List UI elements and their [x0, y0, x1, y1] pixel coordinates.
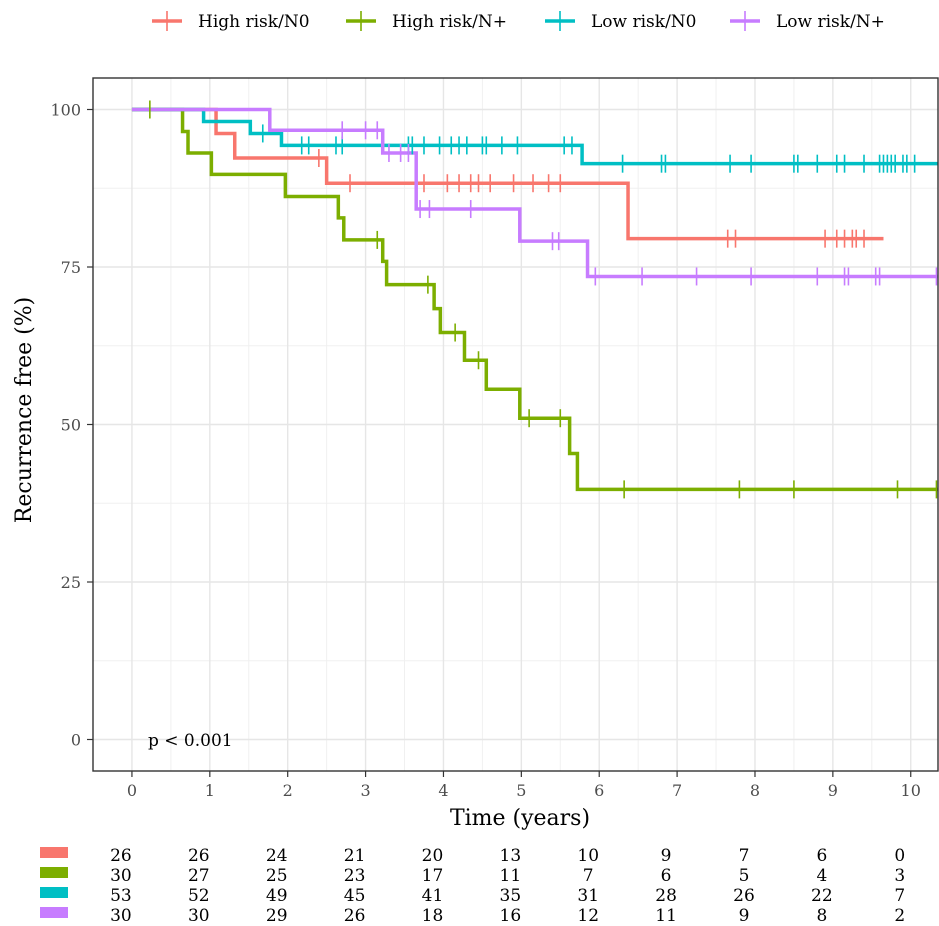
- x-tick-label: 4: [438, 781, 448, 800]
- x-axis-title: Time (years): [450, 806, 590, 831]
- x-tick-label: 1: [205, 781, 215, 800]
- risk-table: 26 26 24 21 20 13 10 9 7 6 030 27 25 23 17 11 7 6 5 4 353 52 4…: [40, 846, 905, 926]
- risk-value: 45: [344, 886, 366, 906]
- km-curve-3: [131, 107, 938, 166]
- risk-row-color: [40, 847, 68, 858]
- risk-row-color: [40, 907, 68, 918]
- risk-value: 17: [422, 866, 444, 886]
- risk-value: 28: [655, 886, 677, 906]
- risk-value: 7: [739, 846, 750, 866]
- risk-value: 4: [816, 866, 827, 886]
- risk-value: 20: [422, 846, 444, 866]
- x-tick-label: 0: [127, 781, 137, 800]
- risk-value: 30: [188, 906, 210, 926]
- x-tick-label: 3: [360, 781, 370, 800]
- risk-value: 16: [500, 906, 522, 926]
- y-tick-label: 75: [61, 258, 81, 277]
- y-axis-title: Recurrence free (%): [12, 297, 37, 523]
- km-curve-2: [131, 107, 938, 492]
- risk-value: 7: [583, 866, 594, 886]
- legend-label: High risk/N+: [392, 12, 507, 32]
- km-curve-4: [131, 107, 938, 279]
- risk-value: 26: [188, 846, 210, 866]
- risk-value: 41: [422, 886, 444, 906]
- risk-value: 8: [816, 906, 827, 926]
- risk-value: 26: [344, 906, 366, 926]
- risk-value: 11: [500, 866, 522, 886]
- legend: High risk/N0 High risk/N+ Low risk/N0 Low r…: [152, 11, 885, 32]
- risk-value: 27: [188, 866, 210, 886]
- legend-label: Low risk/N0: [591, 12, 697, 32]
- risk-value: 12: [577, 906, 599, 926]
- plot-panel: [93, 78, 938, 771]
- risk-value: 23: [344, 866, 366, 886]
- risk-value: 10: [577, 846, 599, 866]
- annotation-group: p < 0.001: [148, 731, 233, 751]
- x-tick-label: 8: [750, 781, 760, 800]
- risk-value: 3: [894, 866, 905, 886]
- risk-value: 11: [655, 906, 677, 926]
- y-tick-label: 25: [61, 573, 81, 592]
- risk-value: 26: [733, 886, 755, 906]
- risk-value: 30: [110, 906, 132, 926]
- risk-value: 22: [811, 886, 833, 906]
- risk-value: 6: [661, 866, 672, 886]
- risk-value: 9: [739, 906, 750, 926]
- risk-row-color: [40, 887, 68, 898]
- x-tick-label: 2: [283, 781, 293, 800]
- risk-value: 26: [110, 846, 132, 866]
- y-tick-label: 0: [71, 731, 81, 750]
- y-tick-label: 50: [61, 416, 81, 435]
- risk-value: 0: [894, 846, 905, 866]
- risk-value: 31: [577, 886, 599, 906]
- risk-value: 53: [110, 886, 132, 906]
- risk-value: 5: [739, 866, 750, 886]
- legend-label: Low risk/N+: [776, 12, 885, 32]
- x-tick-label: 7: [672, 781, 682, 800]
- risk-value: 35: [500, 886, 522, 906]
- risk-value: 29: [266, 906, 288, 926]
- risk-value: 49: [266, 886, 288, 906]
- risk-value: 21: [344, 846, 366, 866]
- risk-row-color: [40, 867, 68, 878]
- x-tick-label: 5: [516, 781, 526, 800]
- risk-value: 24: [266, 846, 288, 866]
- legend-label: High risk/N0: [198, 12, 310, 32]
- risk-value: 9: [661, 846, 672, 866]
- y-tick-label: 100: [50, 101, 81, 120]
- risk-value: 13: [500, 846, 522, 866]
- x-tick-label: 9: [828, 781, 838, 800]
- x-tick-label: 10: [901, 781, 921, 800]
- risk-value: 6: [816, 846, 827, 866]
- risk-value: 7: [894, 886, 905, 906]
- risk-value: 52: [188, 886, 210, 906]
- x-tick-label: 6: [594, 781, 604, 800]
- risk-value: 30: [110, 866, 132, 886]
- risk-value: 2: [894, 906, 905, 926]
- p-value-annotation: p < 0.001: [148, 731, 233, 751]
- risk-value: 18: [422, 906, 444, 926]
- risk-value: 25: [266, 866, 288, 886]
